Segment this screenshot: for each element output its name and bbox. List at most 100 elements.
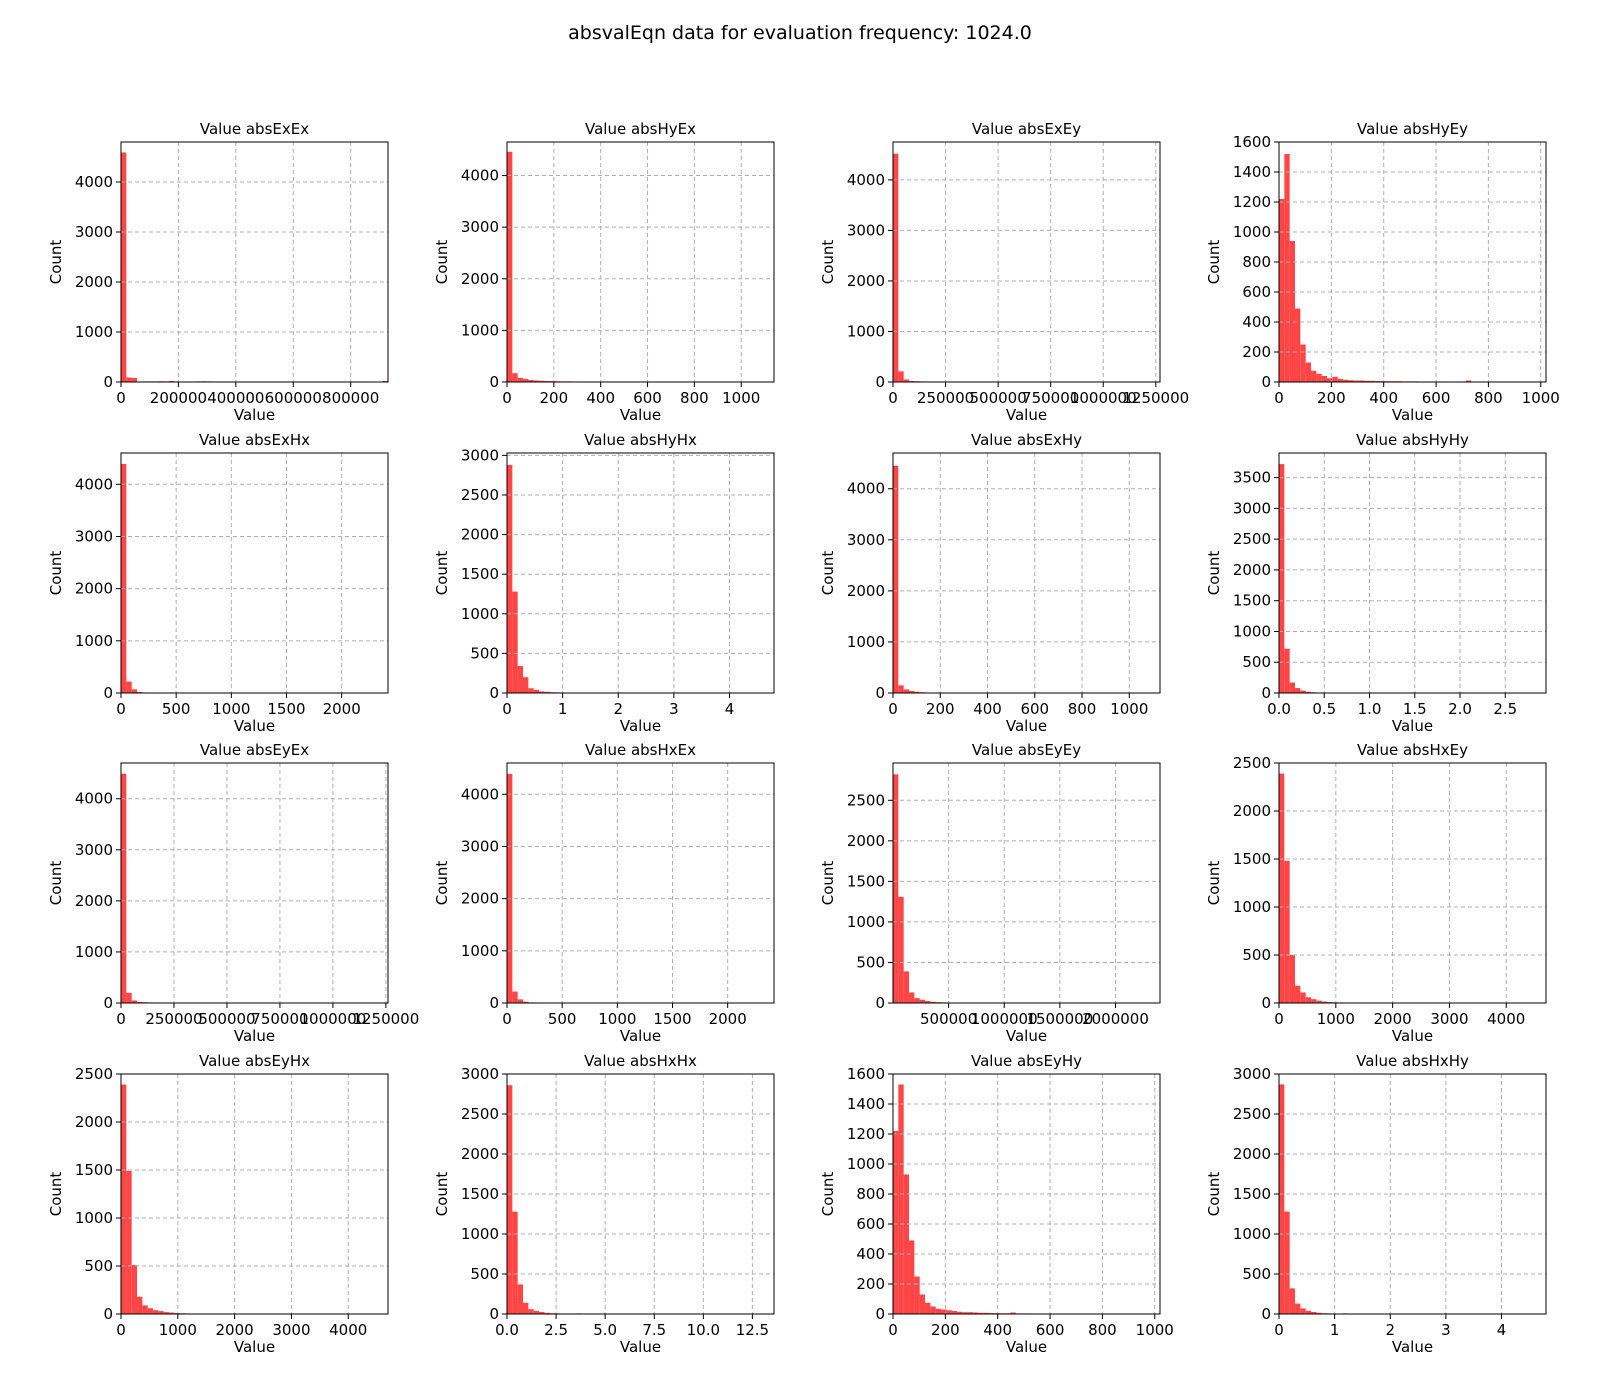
y-tick-label: 500 bbox=[1242, 653, 1271, 671]
histogram-bar bbox=[1010, 1312, 1016, 1314]
y-tick-label: 2000 bbox=[847, 832, 885, 850]
histogram-panel-10: 0 500 1000 1500 2000 0 1000 2000 3000 4000 Value a… bbox=[433, 741, 775, 1045]
y-tick-label: 1000 bbox=[461, 605, 499, 623]
x-tick-label: 500000 bbox=[198, 1010, 255, 1028]
panel-title: Value absHxHx bbox=[584, 1052, 697, 1070]
y-tick-label: 0 bbox=[103, 684, 113, 702]
histogram-bar bbox=[126, 992, 132, 1003]
axes-frame bbox=[1278, 452, 1547, 694]
histogram-bar bbox=[1311, 370, 1317, 382]
y-tick-label: 1000 bbox=[75, 632, 113, 650]
x-axis-label: Value bbox=[1392, 406, 1433, 424]
x-tick-label: 3 bbox=[669, 700, 679, 718]
histogram-bar bbox=[1327, 378, 1333, 382]
x-tick-label: 12.5 bbox=[736, 1321, 769, 1339]
y-axis-label: Count bbox=[433, 1172, 451, 1217]
histogram-bar bbox=[163, 1312, 170, 1314]
y-tick-label: 1000 bbox=[847, 913, 885, 931]
histogram-bar bbox=[528, 688, 534, 693]
histogram-bar bbox=[121, 1084, 127, 1314]
x-tick-label: 2000 bbox=[323, 700, 361, 718]
y-tick-label: 1000 bbox=[75, 1209, 113, 1227]
histogram-bar bbox=[1316, 1312, 1322, 1314]
x-tick-label: 2.5 bbox=[1493, 700, 1517, 718]
x-tick-label: 0 bbox=[502, 389, 512, 407]
x-tick-label: 800 bbox=[1474, 389, 1503, 407]
histogram-bar bbox=[1279, 773, 1285, 1003]
x-axis-label: Value bbox=[234, 1027, 275, 1045]
x-tick-label: 1250000 bbox=[352, 1010, 419, 1028]
histogram-bar bbox=[903, 379, 910, 382]
histogram-bar bbox=[957, 1311, 963, 1314]
histogram-bar bbox=[523, 378, 529, 382]
histogram-bar bbox=[973, 1312, 979, 1314]
histogram-bar bbox=[517, 999, 524, 1003]
histogram-bar bbox=[1300, 344, 1306, 382]
y-tick-label: 2000 bbox=[461, 1145, 499, 1163]
histogram-bar bbox=[147, 1308, 154, 1314]
histogram-bar bbox=[528, 379, 534, 382]
histogram-bar bbox=[898, 371, 904, 382]
y-tick-label: 3000 bbox=[1233, 499, 1271, 517]
histogram-panel-5: 0 500 1000 1500 2000 0 1000 2000 3000 4000 Value a… bbox=[47, 431, 389, 735]
y-tick-label: 1500 bbox=[461, 565, 499, 583]
histogram-bar bbox=[903, 971, 910, 1003]
x-tick-label: 7.5 bbox=[642, 1321, 666, 1339]
panel-title: Value absHyEx bbox=[585, 120, 696, 138]
x-tick-label: 3 bbox=[1441, 1321, 1451, 1339]
histogram-bar bbox=[1295, 308, 1301, 382]
x-tick-label: 4 bbox=[1497, 1321, 1507, 1339]
axes-frame bbox=[892, 452, 1161, 694]
histogram-bar bbox=[137, 691, 143, 693]
y-axis-label: Count bbox=[819, 240, 837, 285]
axes-frame bbox=[1278, 762, 1547, 1004]
y-tick-label: 500 bbox=[470, 644, 499, 662]
histogram-bar bbox=[893, 153, 899, 382]
histogram-bar bbox=[1316, 1000, 1322, 1003]
x-axis-label: Value bbox=[620, 1338, 661, 1356]
y-tick-label: 1000 bbox=[847, 1155, 885, 1173]
x-tick-label: 1000000 bbox=[1070, 389, 1137, 407]
x-tick-label: 400 bbox=[586, 389, 615, 407]
histogram-bar bbox=[1305, 691, 1312, 693]
x-tick-label: 1000 bbox=[1110, 700, 1148, 718]
histogram-bar bbox=[919, 1294, 926, 1314]
y-tick-label: 0 bbox=[103, 373, 113, 391]
y-tick-label: 4000 bbox=[461, 167, 499, 185]
y-tick-label: 1500 bbox=[847, 872, 885, 890]
histogram-bar bbox=[1279, 1084, 1285, 1314]
histogram-bar bbox=[1337, 379, 1344, 382]
y-tick-label: 2000 bbox=[461, 890, 499, 908]
x-axis-label: Value bbox=[1006, 406, 1047, 424]
x-tick-label: 500000 bbox=[920, 1010, 977, 1028]
histogram-bar bbox=[137, 1296, 143, 1314]
panel-title: Value absHyHy bbox=[1356, 431, 1469, 449]
y-tick-label: 2000 bbox=[75, 892, 113, 910]
x-tick-label: 500 bbox=[548, 1010, 577, 1028]
y-tick-label: 1000 bbox=[461, 321, 499, 339]
y-tick-label: 1000 bbox=[1233, 223, 1271, 241]
histogram-bar bbox=[539, 691, 545, 693]
x-axis-label: Value bbox=[620, 717, 661, 735]
axes-frame bbox=[120, 762, 389, 1004]
histogram-bar bbox=[903, 1174, 910, 1314]
x-tick-label: 1000 bbox=[598, 1010, 636, 1028]
axes-frame bbox=[892, 141, 1161, 383]
histogram-bar bbox=[951, 1311, 958, 1314]
y-tick-label: 2500 bbox=[75, 1065, 113, 1083]
y-tick-label: 0 bbox=[1261, 684, 1271, 702]
histogram-panel-13: 0 1000 2000 3000 4000 0 500 1000 1500 2000 2500 Val… bbox=[47, 1052, 389, 1356]
y-tick-label: 400 bbox=[856, 1245, 885, 1263]
x-tick-label: 0 bbox=[116, 1321, 126, 1339]
histogram-bar bbox=[967, 1312, 974, 1314]
y-tick-label: 600 bbox=[1242, 283, 1271, 301]
y-tick-label: 4000 bbox=[75, 475, 113, 493]
x-tick-label: 750000 bbox=[1022, 389, 1079, 407]
histogram-bar bbox=[1305, 362, 1312, 382]
histogram-bar bbox=[909, 690, 915, 693]
y-tick-label: 1000 bbox=[1233, 1225, 1271, 1243]
panel-title: Value absHxEy bbox=[1357, 741, 1468, 759]
y-tick-label: 4000 bbox=[75, 173, 113, 191]
